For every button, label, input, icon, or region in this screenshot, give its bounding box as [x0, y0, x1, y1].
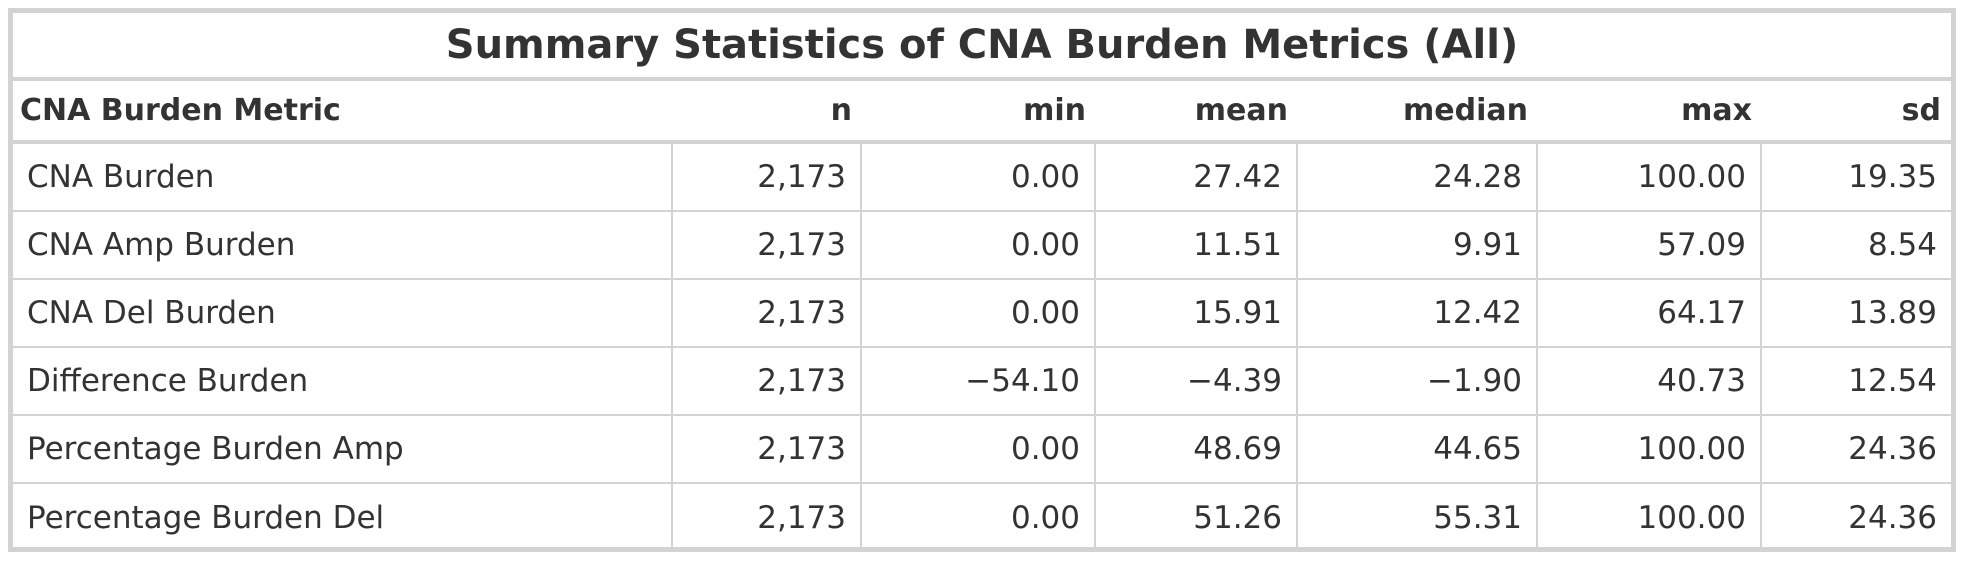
- cell-sd: 19.35: [1848, 159, 1937, 195]
- table-row: CNA Amp Burden 2,173 0.00 11.51 9.91 57.…: [13, 212, 1951, 280]
- table-title: Summary Statistics of CNA Burden Metrics…: [13, 13, 1951, 81]
- column-header-n: n: [830, 93, 852, 128]
- table-row: CNA Burden 2,173 0.00 27.42 24.28 100.00…: [13, 144, 1951, 212]
- cell-metric: CNA Amp Burden: [13, 212, 673, 278]
- column-header-sd: sd: [1901, 93, 1941, 128]
- cell-sd: 24.36: [1848, 431, 1937, 467]
- cell-max: 40.73: [1538, 348, 1762, 414]
- table-row: CNA Del Burden 2,173 0.00 15.91 12.42 64…: [13, 280, 1951, 348]
- cell-mean: 11.51: [1096, 212, 1298, 278]
- table-row: Percentage Burden Amp 2,173 0.00 48.69 4…: [13, 416, 1951, 484]
- cell-sd: 8.54: [1867, 227, 1937, 263]
- cell-max: 100.00: [1538, 484, 1762, 551]
- table-row: Difference Burden 2,173 −54.10 −4.39 −1.…: [13, 348, 1951, 416]
- cell-min: 0.00: [862, 144, 1096, 210]
- cell-n: 2,173: [673, 144, 862, 210]
- cell-sd: 12.54: [1848, 363, 1937, 399]
- summary-table: Summary Statistics of CNA Burden Metrics…: [8, 8, 1956, 552]
- column-header-max: max: [1681, 93, 1752, 128]
- cell-max: 57.09: [1538, 212, 1762, 278]
- cell-metric: CNA Del Burden: [13, 280, 673, 346]
- cell-median: −1.90: [1298, 348, 1538, 414]
- cell-n: 2,173: [673, 212, 862, 278]
- cell-min: 0.00: [862, 212, 1096, 278]
- cell-sd: 13.89: [1848, 295, 1937, 331]
- table-row: Percentage Burden Del 2,173 0.00 51.26 5…: [13, 484, 1951, 551]
- cell-metric: Difference Burden: [13, 348, 673, 414]
- cell-min: 0.00: [862, 416, 1096, 482]
- header-row: CNA Burden Metric n min mean median max …: [13, 81, 1951, 144]
- cell-mean: 51.26: [1096, 484, 1298, 551]
- cell-median: 12.42: [1298, 280, 1538, 346]
- cell-min: 0.00: [862, 484, 1096, 551]
- column-header-median: median: [1403, 93, 1528, 128]
- cell-n: 2,173: [673, 348, 862, 414]
- cell-n: 2,173: [673, 484, 862, 551]
- cell-min: −54.10: [862, 348, 1096, 414]
- cell-median: 24.28: [1298, 144, 1538, 210]
- column-header-metric: CNA Burden Metric: [20, 93, 341, 128]
- cell-mean: 27.42: [1096, 144, 1298, 210]
- cell-n: 2,173: [673, 416, 862, 482]
- cell-median: 55.31: [1298, 484, 1538, 551]
- cell-median: 9.91: [1298, 212, 1538, 278]
- cell-max: 64.17: [1538, 280, 1762, 346]
- cell-metric: CNA Burden: [13, 144, 673, 210]
- cell-n: 2,173: [673, 280, 862, 346]
- cell-mean: −4.39: [1096, 348, 1298, 414]
- column-header-mean: mean: [1194, 93, 1288, 128]
- cell-max: 100.00: [1538, 144, 1762, 210]
- cell-metric: Percentage Burden Amp: [13, 416, 673, 482]
- cell-max: 100.00: [1538, 416, 1762, 482]
- cell-median: 44.65: [1298, 416, 1538, 482]
- cell-mean: 15.91: [1096, 280, 1298, 346]
- cell-mean: 48.69: [1096, 416, 1298, 482]
- cell-sd: 24.36: [1848, 499, 1937, 536]
- cell-min: 0.00: [862, 280, 1096, 346]
- table-body: CNA Burden 2,173 0.00 27.42 24.28 100.00…: [13, 144, 1951, 551]
- cell-metric: Percentage Burden Del: [13, 484, 673, 551]
- column-header-min: min: [1023, 93, 1086, 128]
